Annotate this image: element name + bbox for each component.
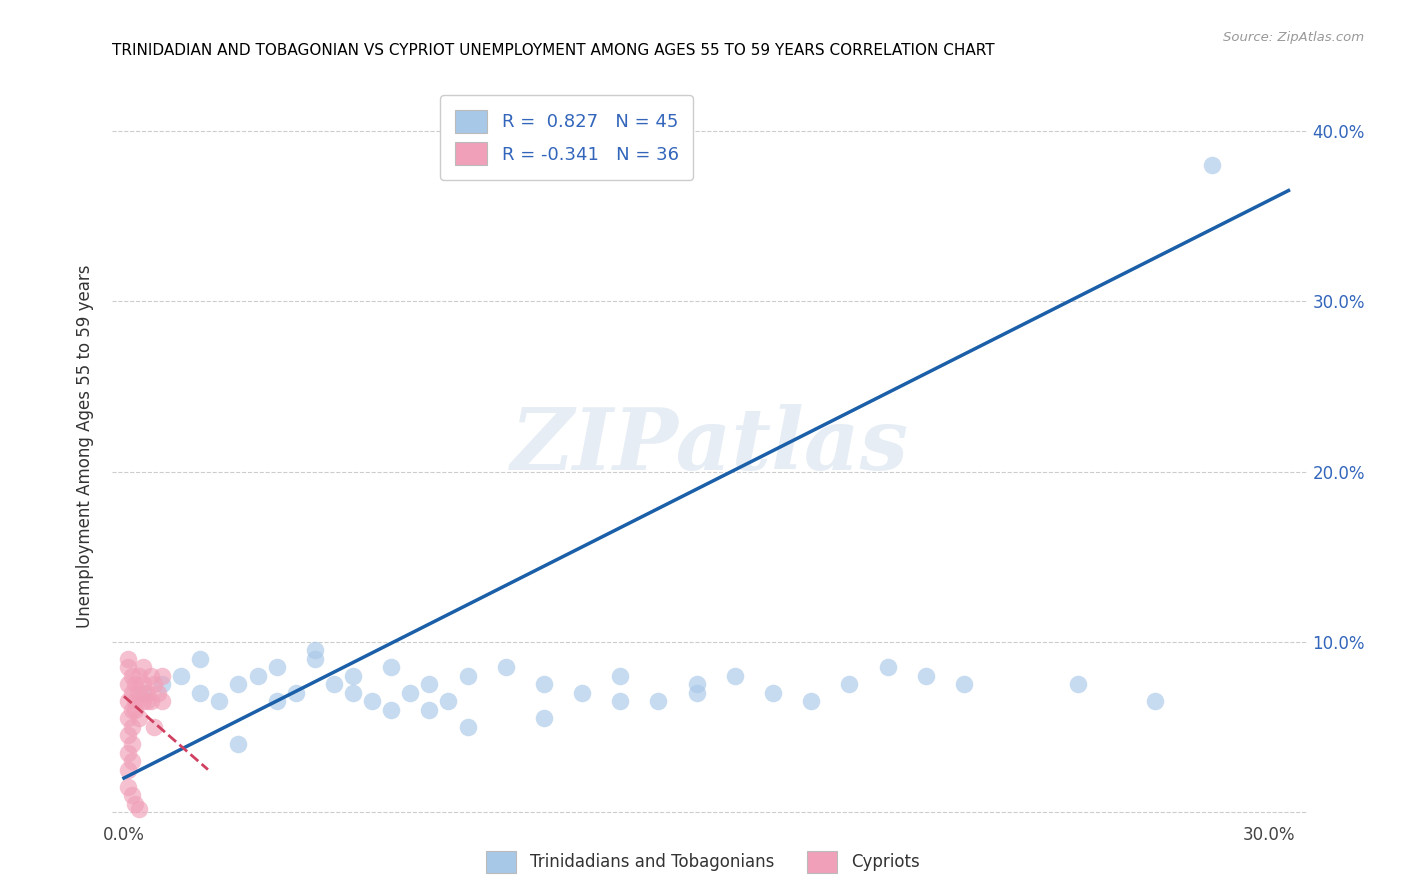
Point [361, 694, 384, 708]
Point [121, 788, 143, 802]
Point [647, 694, 669, 708]
Point [150, 694, 173, 708]
Point [1201, 158, 1223, 172]
Point [533, 677, 555, 691]
Point [121, 703, 143, 717]
Point [128, 669, 150, 683]
Text: Source: ZipAtlas.com: Source: ZipAtlas.com [1223, 31, 1364, 45]
Point [117, 763, 139, 777]
Point [132, 686, 155, 700]
Point [228, 737, 250, 751]
Point [121, 754, 143, 768]
Point [571, 686, 593, 700]
Point [139, 669, 162, 683]
Point [143, 720, 166, 734]
Point [342, 686, 364, 700]
Point [121, 720, 143, 734]
Point [399, 686, 422, 700]
Point [117, 729, 139, 743]
Point [121, 737, 143, 751]
Point [838, 677, 860, 691]
Point [724, 669, 747, 683]
Point [148, 686, 170, 700]
Point [495, 660, 517, 674]
Point [914, 669, 936, 683]
Point [418, 703, 440, 717]
Point [685, 686, 707, 700]
Point [135, 694, 157, 708]
Point [609, 669, 631, 683]
Point [266, 660, 288, 674]
Point [228, 677, 250, 691]
Point [323, 677, 346, 691]
Point [304, 652, 326, 666]
Point [124, 797, 146, 811]
Point [124, 703, 146, 717]
Point [117, 677, 139, 691]
Legend: Trinidadians and Tobagonians, Cypriots: Trinidadians and Tobagonians, Cypriots [479, 845, 927, 880]
Point [418, 677, 440, 691]
Point [121, 669, 143, 683]
Point [437, 694, 460, 708]
Point [128, 686, 150, 700]
Text: ZIPatlas: ZIPatlas [510, 404, 910, 488]
Point [457, 669, 479, 683]
Point [121, 686, 143, 700]
Point [266, 694, 288, 708]
Point [128, 802, 150, 816]
Point [609, 694, 631, 708]
Point [117, 694, 139, 708]
Point [208, 694, 231, 708]
Point [304, 643, 326, 657]
Y-axis label: Unemployment Among Ages 55 to 59 years: Unemployment Among Ages 55 to 59 years [76, 264, 94, 628]
Point [128, 711, 150, 725]
Point [135, 686, 157, 700]
Point [117, 780, 139, 794]
Text: TRINIDADIAN AND TOBAGONIAN VS CYPRIOT UNEMPLOYMENT AMONG AGES 55 TO 59 YEARS COR: TRINIDADIAN AND TOBAGONIAN VS CYPRIOT UN… [112, 43, 995, 58]
Point [117, 711, 139, 725]
Point [170, 669, 193, 683]
Point [762, 686, 785, 700]
Point [284, 686, 307, 700]
Point [124, 677, 146, 691]
Point [117, 746, 139, 760]
Point [800, 694, 823, 708]
Point [132, 694, 155, 708]
Point [342, 669, 364, 683]
Point [1067, 677, 1090, 691]
Point [457, 720, 479, 734]
Point [533, 711, 555, 725]
Point [380, 660, 402, 674]
Point [132, 677, 155, 691]
Point [380, 703, 402, 717]
Point [953, 677, 976, 691]
Point [1143, 694, 1166, 708]
Point [117, 652, 139, 666]
Point [150, 677, 173, 691]
Point [139, 694, 162, 708]
Legend: R =  0.827   N = 45, R = -0.341   N = 36: R = 0.827 N = 45, R = -0.341 N = 36 [440, 95, 693, 179]
Point [188, 652, 211, 666]
Point [246, 669, 269, 683]
Point [124, 694, 146, 708]
Point [188, 686, 211, 700]
Point [132, 660, 155, 674]
Point [685, 677, 707, 691]
Point [876, 660, 898, 674]
Point [150, 669, 173, 683]
Point [143, 677, 166, 691]
Point [117, 660, 139, 674]
